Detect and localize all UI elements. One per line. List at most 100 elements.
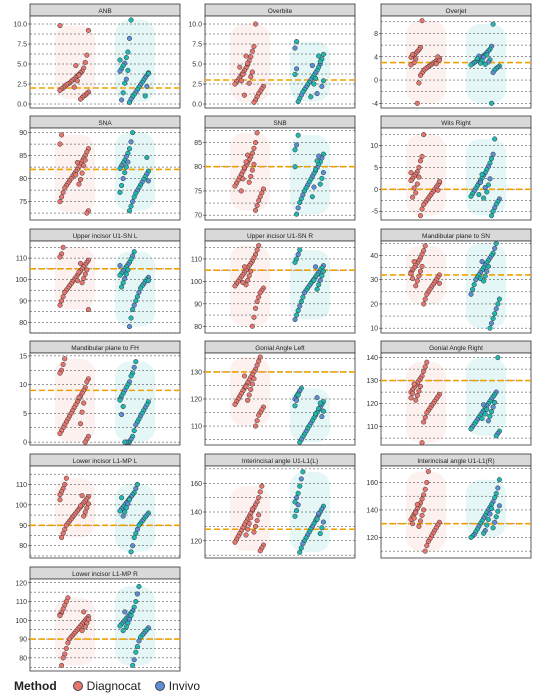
point-diagnocat [246, 80, 252, 86]
point-invivo [317, 531, 323, 537]
plot-area [380, 240, 532, 334]
point-diagnocat [84, 267, 90, 273]
point-diagnocat [416, 80, 422, 86]
point-invivo [292, 499, 298, 505]
point-invivo [134, 644, 140, 650]
point-invivo [294, 508, 300, 514]
point-invivo [295, 392, 301, 398]
point-diagnocat [251, 43, 257, 49]
plot-area [29, 465, 181, 559]
point-invivo [496, 477, 502, 483]
point-invivo [125, 267, 131, 273]
point-diagnocat [417, 268, 424, 274]
point-diagnocat [62, 289, 68, 295]
point-diagnocat [252, 523, 259, 529]
point-invivo [133, 598, 139, 605]
point-invivo [476, 192, 482, 198]
point-invivo [131, 535, 137, 541]
y-tick-label: 80 [19, 176, 27, 183]
point-diagnocat [424, 359, 430, 365]
point-diagnocat [246, 520, 252, 527]
point-invivo [301, 290, 308, 296]
point-diagnocat [232, 183, 238, 189]
y-tick-label: 100 [15, 277, 27, 284]
point-invivo [477, 275, 484, 282]
point-diagnocat [57, 254, 63, 260]
point-diagnocat [248, 386, 254, 393]
point-diagnocat [422, 296, 428, 302]
point-diagnocat [435, 187, 441, 193]
point-diagnocat [241, 264, 248, 270]
point-invivo [294, 312, 300, 318]
point-invivo [487, 413, 493, 419]
panel-title: Upper incisor U1-SN L [72, 233, 137, 240]
point-invivo [311, 277, 317, 283]
point-invivo [136, 638, 142, 644]
point-diagnocat [85, 306, 91, 313]
point-invivo [493, 306, 499, 312]
point-diagnocat [57, 23, 63, 29]
point-invivo [119, 284, 125, 290]
point-diagnocat [232, 539, 238, 545]
point-diagnocat [414, 393, 420, 399]
point-diagnocat [424, 291, 430, 297]
y-tick-label: 140 [366, 355, 378, 362]
point-invivo [482, 273, 488, 279]
point-diagnocat [421, 202, 427, 208]
point-diagnocat [76, 72, 82, 78]
point-diagnocat [256, 412, 262, 418]
y-tick-label: 110 [16, 599, 27, 606]
point-diagnocat [57, 370, 63, 376]
point-invivo [314, 286, 320, 292]
point-invivo [317, 59, 323, 65]
y-tick-label: 5 [23, 411, 27, 418]
series-shade [55, 478, 95, 538]
point-diagnocat [79, 409, 85, 415]
point-invivo [125, 159, 131, 165]
point-diagnocat [436, 178, 442, 184]
point-diagnocat [408, 178, 414, 184]
panel-title: Interincisal angle U1-L1(R) [417, 458, 494, 465]
point-diagnocat [82, 59, 88, 65]
plot-area [380, 352, 532, 446]
point-invivo [294, 211, 300, 217]
point-invivo [492, 399, 498, 406]
y-tick-label: 80 [19, 543, 27, 550]
point-diagnocat [436, 280, 442, 286]
point-invivo [317, 181, 323, 187]
point-invivo [481, 402, 487, 408]
panel-6: Wits Right -5 0 5 10 [370, 115, 532, 221]
y-tick-label: 90 [19, 637, 27, 644]
y-tick-label: 40 [370, 253, 378, 260]
point-invivo [487, 325, 493, 331]
point-invivo [130, 543, 136, 549]
point-diagnocat [410, 194, 416, 200]
point-diagnocat [232, 283, 238, 289]
point-diagnocat [421, 132, 427, 138]
point-invivo [136, 289, 142, 295]
y-tick-label: 80 [19, 655, 27, 662]
point-diagnocat [59, 132, 65, 138]
point-invivo [120, 90, 126, 96]
point-invivo [120, 176, 126, 182]
point-invivo [298, 476, 304, 482]
point-invivo [122, 275, 128, 281]
point-invivo [485, 418, 491, 424]
y-tick-label: 110 [191, 424, 202, 431]
legend-title: Method [14, 679, 57, 693]
y-tick-label: 7.5 [192, 42, 202, 49]
point-invivo [314, 91, 320, 97]
point-invivo [134, 294, 140, 300]
point-diagnocat [414, 278, 420, 284]
point-invivo [128, 315, 134, 321]
point-diagnocat [408, 395, 414, 401]
point-invivo [479, 259, 485, 265]
point-diagnocat [59, 194, 65, 200]
point-diagnocat [413, 190, 419, 196]
point-diagnocat [79, 280, 85, 286]
y-tick-label: 80 [194, 324, 202, 331]
panel-title: Mandibular plane to SN [422, 233, 490, 240]
point-invivo [294, 397, 300, 403]
point-diagnocat [254, 518, 260, 524]
point-diagnocat [84, 379, 90, 385]
